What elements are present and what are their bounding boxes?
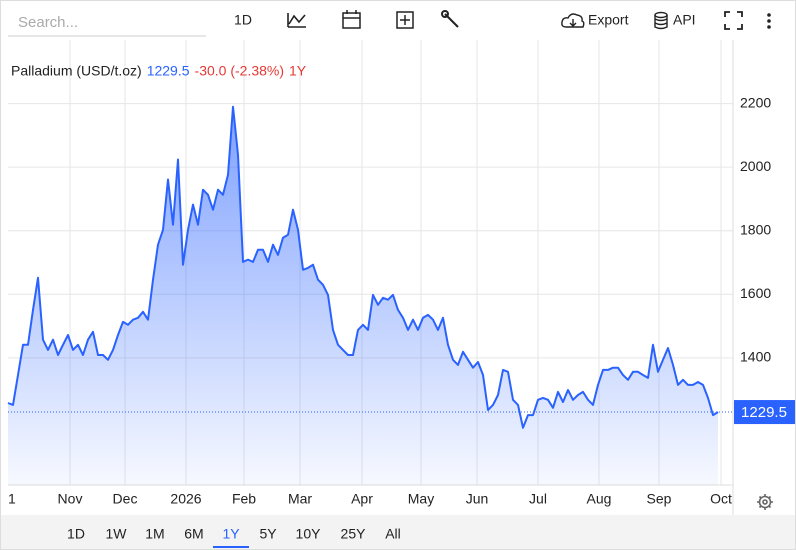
- period: 1Y: [289, 63, 307, 79]
- range-button[interactable]: All: [385, 526, 401, 542]
- api-icon[interactable]: [654, 11, 668, 30]
- export-button[interactable]: Export: [588, 12, 629, 28]
- x-tick-label: Jul: [529, 491, 547, 507]
- last-price-tag: [734, 400, 795, 425]
- x-tick-label: 2026: [170, 491, 201, 507]
- range-button[interactable]: 1D: [67, 526, 85, 542]
- interval-button[interactable]: 1D: [234, 12, 252, 28]
- api-button[interactable]: API: [673, 12, 696, 28]
- last-price-label: 1229.5: [741, 404, 787, 421]
- x-tick-label: 1: [8, 491, 16, 507]
- range-button[interactable]: 1Y: [222, 526, 240, 542]
- calendar-icon[interactable]: [342, 10, 361, 29]
- x-tick-label: Mar: [288, 491, 312, 507]
- range-button[interactable]: 1M: [145, 526, 164, 542]
- x-tick-label: Jun: [466, 491, 489, 507]
- fullscreen-icon[interactable]: [724, 11, 743, 30]
- menu-icon[interactable]: [767, 13, 771, 29]
- x-tick-label: Oct: [710, 491, 732, 507]
- range-button[interactable]: 1W: [106, 526, 128, 542]
- settings-icon[interactable]: [757, 494, 773, 510]
- add-indicator-icon[interactable]: [396, 11, 414, 29]
- x-tick-label: Dec: [113, 491, 138, 507]
- tools-icon[interactable]: [441, 10, 459, 28]
- y-tick-label: 2000: [740, 158, 771, 174]
- x-tick-label: May: [408, 491, 434, 507]
- line: [7, 105, 719, 429]
- chart-type-icon[interactable]: [287, 13, 306, 28]
- price-change: -30.0 (-2.38%): [195, 63, 284, 79]
- x-tick-label: Sep: [647, 491, 672, 507]
- range-buttons: 1D 1W 1M 6M 1Y 5Y 10Y 25Y All: [67, 526, 401, 548]
- chart-title: Palladium (USD/t.oz): [11, 63, 142, 79]
- x-tick-label: Aug: [587, 491, 612, 507]
- x-tick-label: Apr: [351, 491, 373, 507]
- y-tick-label: 1400: [740, 349, 771, 365]
- x-tick-label: Feb: [232, 491, 256, 507]
- range-button[interactable]: 10Y: [296, 526, 322, 542]
- range-button[interactable]: 6M: [184, 526, 203, 542]
- y-tick-label: 2200: [740, 94, 771, 110]
- range-selected-underline: [213, 546, 249, 548]
- export-icon[interactable]: [561, 13, 585, 28]
- last-price: 1229.5: [147, 63, 190, 79]
- search-box[interactable]: Search...: [18, 14, 78, 31]
- range-button[interactable]: 25Y: [341, 526, 367, 542]
- y-tick-label: 1600: [740, 285, 771, 301]
- x-tick-label: Nov: [58, 491, 83, 507]
- area: [8, 106, 718, 486]
- range-button[interactable]: 5Y: [259, 526, 277, 542]
- plot: 1400 1600 1800 2000 2200 1 Nov Dec 2026 Feb Mar Apr…: [7, 40, 795, 515]
- y-tick-label: 1800: [740, 221, 771, 237]
- range-bar: [1, 515, 795, 549]
